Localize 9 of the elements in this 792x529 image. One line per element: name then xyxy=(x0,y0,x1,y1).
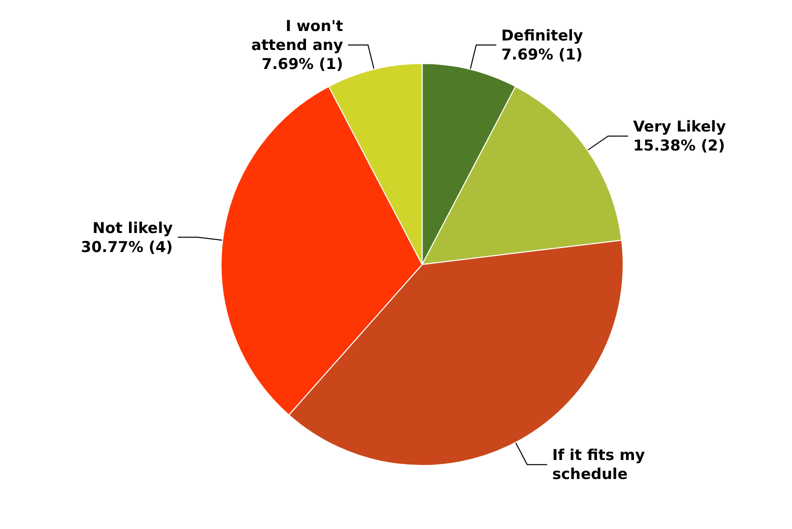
data-label: 7.69% (1) xyxy=(501,46,583,64)
slice-label: If it fits my schedule xyxy=(552,446,646,484)
slice-label: Very Likely xyxy=(633,118,726,136)
data-label: 15.38% (2) xyxy=(633,136,725,155)
slice-label: Definitely xyxy=(501,26,584,45)
data-label: 7.69% (1) xyxy=(262,55,344,74)
data-label: 30.77% (4) xyxy=(80,238,173,256)
slice-label: Not likely xyxy=(92,218,173,237)
slice-label: I won't attend any xyxy=(251,17,344,54)
